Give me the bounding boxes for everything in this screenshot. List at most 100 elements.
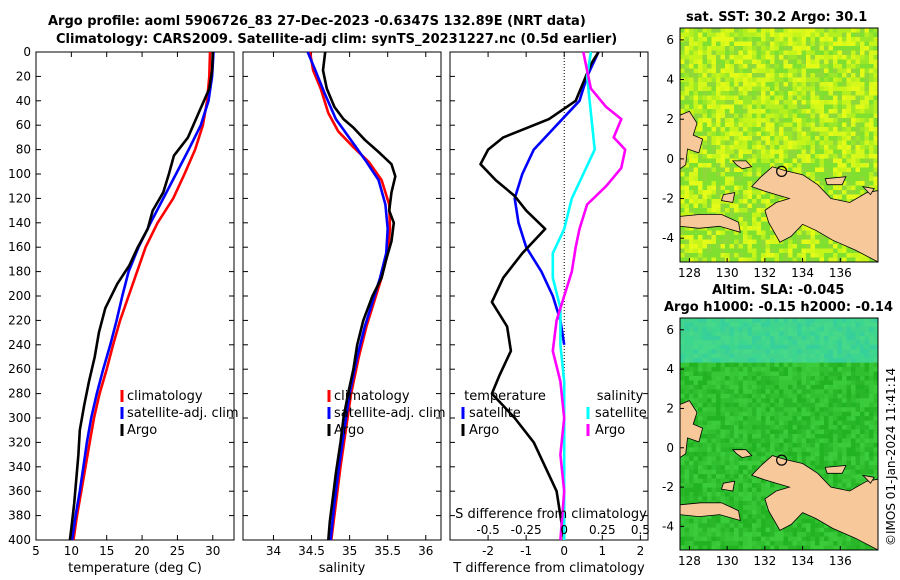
sst_map-cell: [698, 122, 703, 128]
sst_map-cell: [851, 55, 856, 60]
sla_map-cell: [783, 429, 789, 435]
sst_map-cell: [810, 46, 816, 51]
sst_map-cell: [873, 100, 879, 105]
sst_map-cell: [842, 37, 847, 42]
sst_map-cell: [864, 131, 870, 137]
sst_map-cell: [752, 244, 757, 249]
sla_map-cell: [711, 447, 717, 453]
sst_map-cell: [729, 95, 735, 101]
sla_map-cell: [815, 425, 820, 430]
sla_map-cell: [851, 416, 856, 422]
sst_map-cell: [828, 145, 834, 150]
sst_map-cell: [774, 109, 780, 114]
sla_map-cell: [689, 483, 694, 488]
sst_map-cell: [711, 82, 717, 87]
sst_map-cell: [806, 55, 811, 60]
sst_map-cell: [801, 50, 807, 56]
sst_map-cell: [684, 86, 690, 92]
sst_map-cell: [855, 172, 861, 177]
sla_map-cell: [770, 389, 775, 395]
sla_map-cell: [788, 384, 793, 390]
sla_map-cell: [752, 318, 757, 323]
sst_map-cell: [824, 185, 829, 191]
depth-tick-label: 140: [8, 216, 31, 230]
sst_map-cell: [698, 109, 703, 114]
sla_map-cell: [756, 376, 762, 381]
sst_map-cell: [846, 91, 852, 96]
sla_map-cell: [797, 376, 802, 381]
sst_map-cell: [702, 257, 708, 263]
sla_map-cell: [770, 545, 775, 551]
sla_map-cell: [851, 447, 856, 453]
sst_map-cell: [860, 100, 865, 105]
sst_map-cell: [698, 118, 703, 123]
sla_map-cell: [707, 496, 712, 502]
sla_map-cell: [774, 331, 780, 337]
sst_map-cell: [770, 59, 775, 65]
sla_map-cell: [680, 376, 685, 381]
sla_map-cell: [869, 425, 874, 430]
sst_map-cell: [851, 127, 856, 132]
sst_map-cell: [725, 104, 730, 110]
sla_map-cell: [752, 331, 757, 337]
sla_map-cell: [738, 420, 744, 426]
sla_map-cell: [761, 335, 766, 341]
sla_map-cell: [707, 492, 712, 497]
sla_map-cell: [738, 532, 744, 538]
sla_map-cell: [734, 532, 739, 538]
sla_map-cell: [689, 465, 694, 471]
sla_map-cell: [860, 434, 865, 439]
sla_map-cell: [689, 353, 694, 359]
sla_map-cell: [774, 344, 780, 350]
sla_map-cell: [765, 514, 771, 520]
sla_map-cell: [747, 326, 753, 332]
sst_map-cell: [689, 235, 694, 240]
sst_map-cell: [680, 244, 685, 249]
sla_map-cell: [819, 420, 825, 426]
sla_map-cell: [783, 331, 789, 337]
sst_map-cell: [846, 194, 852, 200]
sst_map-cell: [698, 244, 703, 249]
sla_map-cell: [869, 389, 874, 395]
sla_map-cell: [842, 536, 847, 542]
sla_map-cell: [720, 353, 726, 359]
sst_map-cell: [698, 37, 703, 42]
sla_map-cell: [824, 416, 829, 422]
sla_map-cell: [842, 380, 847, 386]
sla_map-cell: [747, 362, 753, 368]
sla_map-cell: [828, 483, 834, 488]
sst_map-cell: [837, 136, 843, 141]
sst_map-cell: [702, 32, 708, 38]
sla_map-cell: [761, 331, 766, 337]
sst_map-cell: [797, 50, 802, 56]
sla_map-cell: [756, 389, 762, 395]
sla_map-cell: [747, 483, 753, 488]
sst_map-cell: [707, 203, 712, 209]
sla_map-cell: [846, 376, 852, 381]
sla_map-cell: [873, 380, 879, 386]
sst_map-cell: [765, 122, 771, 128]
sla_map-cell: [729, 469, 735, 475]
sla_map-cell: [725, 527, 730, 533]
sla_map-cell: [698, 420, 703, 426]
sla_map-cell: [725, 456, 730, 462]
sla_map-cell: [752, 326, 757, 332]
sla_map-cell: [815, 411, 820, 417]
sla_map-cell: [864, 407, 870, 413]
sla_map-cell: [792, 518, 798, 524]
sla_map-cell: [815, 322, 820, 328]
sst_map-cell: [783, 122, 789, 128]
sla_map-cell: [842, 407, 847, 413]
sst_map-cell: [783, 127, 789, 132]
sla_map-cell: [869, 318, 874, 323]
sst_map-land-misool: [720, 192, 736, 203]
sst_map-cell: [761, 203, 766, 209]
sst_map-cell: [716, 226, 721, 231]
sst_map-cell: [702, 140, 708, 146]
sst_map-cell: [734, 113, 739, 119]
sla_map-cell: [716, 492, 721, 497]
sla_map-cell: [860, 460, 865, 466]
sla_map-cell: [842, 376, 847, 381]
sla_map-cell: [873, 344, 879, 350]
sla_map-cell: [833, 478, 838, 484]
